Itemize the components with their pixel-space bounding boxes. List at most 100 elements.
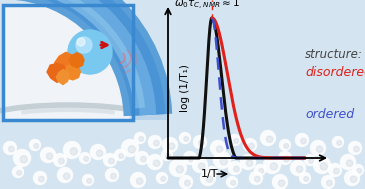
Circle shape	[184, 136, 189, 141]
Polygon shape	[56, 70, 69, 84]
Circle shape	[111, 173, 116, 179]
Circle shape	[153, 160, 160, 166]
Circle shape	[82, 174, 94, 186]
Circle shape	[199, 140, 204, 146]
Circle shape	[68, 30, 112, 74]
Circle shape	[141, 156, 146, 162]
Circle shape	[96, 150, 103, 156]
Circle shape	[334, 168, 339, 174]
Circle shape	[278, 180, 285, 186]
Circle shape	[193, 135, 207, 149]
Circle shape	[46, 153, 53, 159]
Circle shape	[128, 146, 135, 153]
Circle shape	[310, 140, 326, 156]
Circle shape	[162, 137, 178, 153]
Circle shape	[179, 132, 191, 144]
Circle shape	[278, 151, 292, 165]
Circle shape	[240, 154, 256, 170]
Circle shape	[13, 149, 31, 167]
Circle shape	[260, 130, 276, 146]
Bar	[3, 5, 133, 120]
Circle shape	[161, 177, 166, 181]
Circle shape	[249, 143, 254, 149]
Circle shape	[284, 156, 289, 162]
Circle shape	[135, 151, 149, 165]
Circle shape	[148, 135, 162, 149]
Circle shape	[139, 136, 143, 141]
Circle shape	[33, 171, 47, 185]
Circle shape	[304, 177, 308, 181]
Circle shape	[296, 166, 303, 172]
Circle shape	[211, 170, 216, 175]
Circle shape	[313, 156, 331, 174]
Circle shape	[84, 156, 89, 161]
Text: log (1/T₁): log (1/T₁)	[180, 64, 190, 112]
Circle shape	[290, 160, 306, 176]
Polygon shape	[69, 53, 84, 68]
Circle shape	[189, 156, 194, 162]
Text: $\omega_0\tau_{C,NMR}\approx 1$: $\omega_0\tau_{C,NMR}\approx 1$	[174, 0, 240, 12]
Circle shape	[272, 174, 288, 189]
Circle shape	[103, 153, 117, 167]
Circle shape	[234, 166, 239, 172]
Circle shape	[270, 163, 277, 170]
Circle shape	[354, 146, 359, 152]
Circle shape	[9, 146, 14, 152]
Circle shape	[166, 153, 170, 158]
Circle shape	[119, 153, 124, 158]
Circle shape	[249, 171, 263, 185]
Circle shape	[147, 154, 163, 170]
Circle shape	[79, 152, 91, 164]
Circle shape	[337, 140, 342, 145]
Polygon shape	[54, 52, 75, 74]
Circle shape	[70, 148, 77, 155]
Circle shape	[154, 140, 159, 146]
Circle shape	[12, 166, 24, 178]
Circle shape	[200, 170, 216, 186]
Text: ordered: ordered	[305, 108, 354, 122]
Circle shape	[332, 136, 344, 148]
Circle shape	[176, 166, 183, 173]
Circle shape	[130, 172, 146, 188]
Circle shape	[3, 141, 17, 155]
Circle shape	[246, 160, 253, 166]
Circle shape	[114, 149, 126, 161]
Circle shape	[327, 180, 332, 186]
Circle shape	[59, 158, 64, 164]
Polygon shape	[47, 64, 67, 82]
Circle shape	[87, 178, 92, 183]
Circle shape	[76, 37, 92, 53]
Circle shape	[161, 149, 173, 161]
Circle shape	[234, 139, 239, 143]
Circle shape	[40, 147, 56, 163]
Circle shape	[321, 175, 335, 189]
Circle shape	[121, 139, 139, 157]
Circle shape	[357, 169, 362, 173]
Circle shape	[309, 159, 314, 163]
Circle shape	[304, 154, 316, 166]
Circle shape	[57, 167, 73, 183]
Circle shape	[183, 151, 197, 165]
Circle shape	[168, 143, 175, 149]
Circle shape	[206, 166, 218, 178]
Circle shape	[346, 160, 353, 166]
Circle shape	[213, 151, 231, 169]
Text: structure:: structure:	[305, 49, 363, 61]
Circle shape	[210, 140, 226, 156]
Circle shape	[179, 175, 193, 189]
Circle shape	[109, 158, 114, 164]
Text: 1/T: 1/T	[200, 169, 218, 179]
Circle shape	[328, 163, 342, 177]
Circle shape	[220, 158, 227, 165]
Circle shape	[17, 170, 22, 175]
Circle shape	[243, 138, 257, 152]
Circle shape	[229, 134, 241, 146]
Circle shape	[185, 180, 190, 186]
Circle shape	[316, 146, 323, 152]
Circle shape	[259, 169, 264, 173]
Circle shape	[344, 170, 360, 186]
Circle shape	[263, 156, 281, 174]
Circle shape	[90, 144, 106, 160]
Circle shape	[169, 159, 187, 177]
Circle shape	[299, 172, 311, 184]
